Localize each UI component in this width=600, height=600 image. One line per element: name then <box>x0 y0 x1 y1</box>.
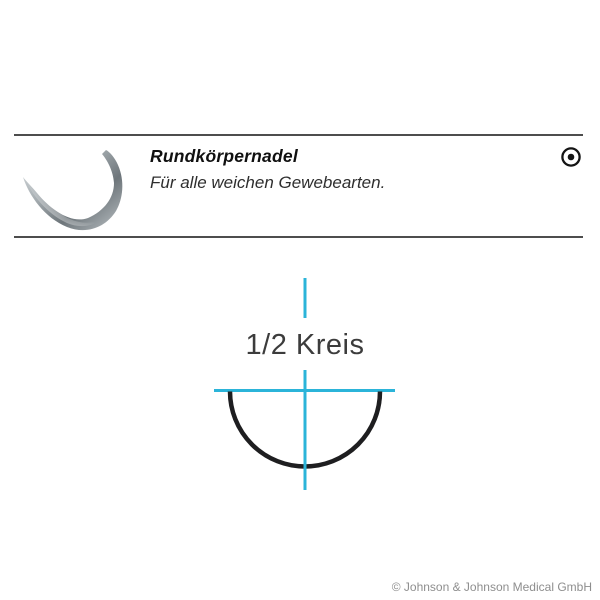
needle-highlight <box>25 178 101 227</box>
round-body-cross-section-icon <box>561 147 581 167</box>
page-subtitle: Für alle weichen Gewebearten. <box>150 173 386 192</box>
copyright-notice: © Johnson & Johnson Medical GmbH <box>391 580 592 594</box>
header-text-block: Rundkörpernadel Für alle weichen Gewebea… <box>150 146 385 193</box>
divider-top <box>14 134 583 136</box>
cross-section-dot <box>567 153 575 161</box>
cross-section-ring <box>561 147 581 167</box>
page-title: Rundkörpernadel <box>150 146 298 166</box>
curved-needle-photo <box>23 150 123 231</box>
divider-bottom <box>14 236 583 238</box>
diagram-label: 1/2 Kreis <box>245 329 365 361</box>
